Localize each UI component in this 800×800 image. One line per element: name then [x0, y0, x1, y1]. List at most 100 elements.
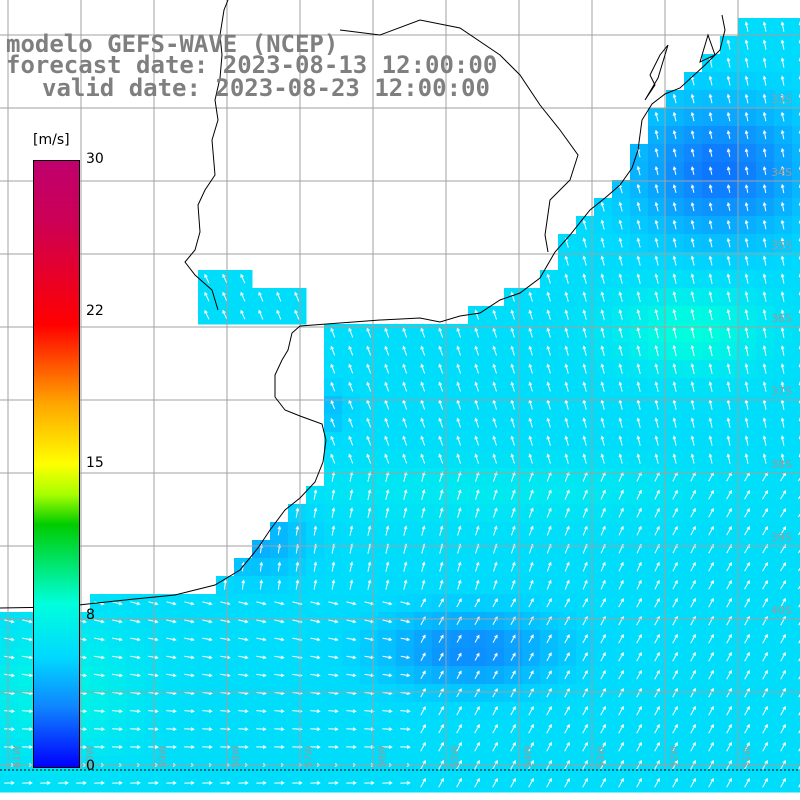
wind-arrow [166, 637, 177, 642]
wind-arrow [780, 490, 787, 500]
wind-arrow [220, 709, 231, 714]
wind-arrow [346, 673, 357, 678]
wind-speed-cell [792, 774, 800, 793]
wind-arrow [492, 489, 498, 500]
wind-arrow [310, 709, 321, 714]
wind-arrow [420, 670, 426, 680]
wind-arrow [744, 741, 750, 752]
wind-arrow [421, 489, 426, 500]
wind-speed-cell [792, 270, 800, 289]
wind-arrow [510, 291, 515, 302]
wind-arrow [564, 777, 570, 788]
wind-arrow [346, 727, 357, 732]
wind-arrow [184, 637, 195, 642]
wind-arrow [420, 652, 426, 661]
wind-arrow [708, 363, 713, 374]
wind-arrow [456, 741, 462, 752]
wind-arrow [202, 709, 213, 714]
wind-arrow [744, 57, 749, 68]
wind-arrow [346, 637, 357, 642]
wind-arrow [618, 723, 624, 734]
wind-arrow [708, 219, 713, 230]
wind-arrow [256, 637, 267, 642]
wind-arrow [528, 435, 533, 446]
wind-arrow [762, 75, 767, 86]
wind-arrow [708, 723, 714, 734]
wind-arrow [618, 705, 624, 716]
wind-arrow [780, 219, 785, 230]
wind-arrow [402, 363, 408, 374]
wind-arrow [528, 291, 533, 302]
wind-arrow [582, 507, 588, 518]
wind-arrow [780, 363, 785, 374]
wind-arrow [600, 489, 606, 500]
wind-arrow [328, 655, 339, 660]
wind-arrow [564, 363, 569, 374]
wind-arrow [474, 634, 480, 643]
wind-arrow [582, 561, 588, 572]
wind-arrow [420, 417, 426, 428]
wind-arrow [690, 723, 696, 734]
wind-arrow [346, 619, 357, 624]
wind-arrow [708, 435, 713, 446]
wind-arrow [328, 745, 339, 749]
wind-arrow [600, 723, 606, 734]
wind-arrow [708, 111, 713, 122]
wind-arrow [528, 688, 534, 698]
wind-arrow [202, 745, 213, 749]
wind-arrow [420, 381, 426, 392]
wind-arrow [382, 709, 393, 714]
wind-arrow [744, 417, 749, 428]
wind-arrow [492, 598, 498, 608]
wind-arrow [726, 219, 731, 230]
lat-lon-grid: 33S 34S 35S 36S 37S 38S 39S 40S 61W 60W 59W 58W 57W 5… [0, 0, 800, 771]
wind-arrow [294, 291, 300, 302]
wind-arrow [528, 327, 533, 338]
wind-arrow [564, 417, 569, 428]
wind-arrow [277, 561, 282, 572]
wind-arrow [654, 308, 659, 321]
wind-arrow [528, 705, 534, 716]
wind-arrow [600, 705, 606, 716]
wind-arrow [528, 417, 533, 428]
wind-arrow [112, 727, 123, 732]
wind-arrow [348, 345, 354, 356]
wind-arrow [310, 781, 321, 785]
wind-arrow [636, 363, 641, 374]
wind-arrow [582, 652, 588, 662]
wind-arrow [384, 381, 390, 392]
wind-arrow [762, 561, 768, 572]
lagoon-outline [644, 33, 716, 101]
wind-arrow [148, 619, 159, 624]
wind-arrow [420, 598, 426, 608]
wind-arrow [780, 309, 785, 320]
wind-arrow [690, 705, 696, 716]
wind-arrow [654, 435, 659, 446]
wind-arrow [726, 381, 731, 392]
wind-arrow [528, 381, 533, 392]
wind-arrow [474, 327, 479, 338]
wind-arrow [600, 633, 606, 644]
longitude-label: 60W [85, 745, 96, 768]
wind-arrow [726, 39, 731, 50]
wind-arrow [726, 741, 732, 752]
wind-arrow [256, 745, 267, 749]
wind-arrow [726, 453, 731, 464]
wind-arrow [474, 381, 479, 392]
wind-arrow [148, 601, 159, 606]
wind-arrow [726, 669, 732, 680]
wind-arrow [636, 652, 642, 662]
wind-arrow [112, 745, 123, 749]
wind-arrow [564, 741, 570, 752]
wind-arrow [421, 471, 426, 482]
wind-arrow [672, 669, 678, 680]
wind-arrow [690, 166, 695, 175]
wind-arrow [76, 781, 87, 785]
wind-arrow [564, 471, 570, 482]
wind-arrow [744, 111, 749, 122]
wind-arrow [672, 507, 678, 518]
wind-arrow [274, 781, 285, 785]
wind-arrow [546, 417, 551, 428]
wind-arrow [256, 601, 267, 606]
